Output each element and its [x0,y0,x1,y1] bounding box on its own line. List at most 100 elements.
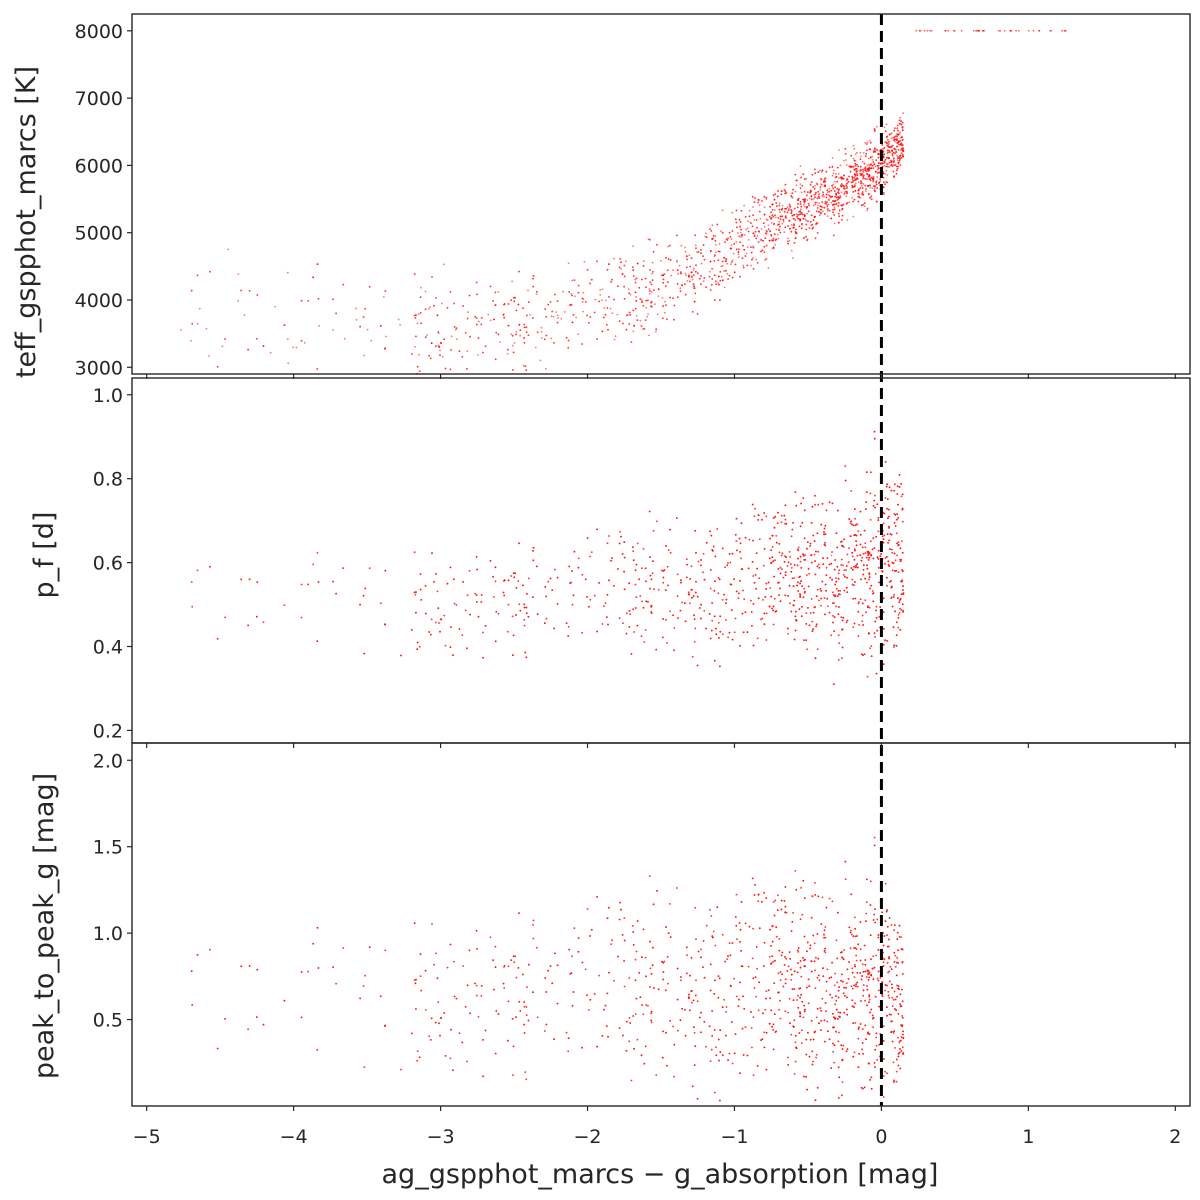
scatter-point [359,603,361,606]
scatter-point [855,171,858,173]
scatter-point [872,151,875,153]
scatter-point [632,309,635,312]
scatter-point [783,514,786,517]
scatter-point [763,512,766,514]
scatter-point [694,234,697,237]
scatter-point [891,548,893,551]
scatter-point [886,640,888,642]
scatter-point [835,192,837,195]
scatter-point [895,532,898,535]
scatter-point [633,631,635,633]
scatter-point [1032,29,1035,32]
scatter-point [635,315,638,317]
scatter-point [316,368,319,370]
scatter-point [543,338,546,341]
scatter-point [790,210,793,213]
scatter-point [800,227,803,230]
scatter-point [454,329,457,331]
scatter-point [262,345,265,347]
scatter-point [819,186,822,189]
scatter-point [837,634,840,636]
scatter-point [532,277,534,280]
scatter-point [715,244,717,246]
scatter-point [843,160,845,162]
scatter-point [872,161,875,163]
scatter-point [750,599,752,602]
scatter-point [262,621,265,624]
scatter-point [700,617,702,620]
scatter-point [695,247,697,250]
scatter-point [836,166,839,169]
scatter-point [750,264,752,267]
scatter-point [870,554,873,557]
scatter-point [466,594,469,597]
scatter-point [614,335,617,338]
scatter-point [690,565,693,568]
scatter-point [727,562,729,565]
scatter-point [837,659,840,661]
scatter-point [628,292,631,295]
scatter-point [877,519,880,521]
scatter-point [816,201,818,204]
scatter-point [863,529,866,532]
scatter-point [523,337,526,339]
scatter-point [804,205,806,208]
scatter-point [896,485,899,488]
scatter-point [698,277,701,280]
scatter-point [680,272,682,275]
scatter-point [686,258,688,261]
scatter-point [831,157,834,159]
scatter-point [869,471,872,474]
scatter-point [794,237,797,240]
scatter-point [549,301,552,303]
scatter-point [837,572,840,575]
scatter-point [893,157,895,160]
scatter-point [503,316,506,319]
scatter-point [636,262,639,265]
scatter-point [581,297,584,300]
scatter-point [897,617,900,619]
scatter-point [862,174,865,177]
scatter-point [809,183,812,186]
scatter-point [797,217,800,220]
scatter-point [833,190,836,193]
scatter-point [832,208,834,211]
scatter-point [799,165,802,168]
scatter-point [647,299,649,302]
scatter-point [698,607,701,609]
scatter-point [724,566,726,569]
scatter-point [224,338,227,340]
scatter-point [833,208,836,211]
scatter-point [603,316,605,319]
scatter-point [738,235,740,238]
scatter-point [841,628,843,631]
scatter-point [882,541,885,544]
scatter-point [835,587,838,590]
scatter-point [866,675,869,678]
scatter-point [886,576,888,579]
scatter-point [831,200,834,202]
scatter-point [845,183,848,185]
scatter-point [696,664,699,667]
scatter-point [814,203,816,206]
scatter-point [896,133,899,136]
scatter-point [735,221,738,224]
scatter-point [871,187,874,190]
scatter-point [883,627,885,630]
scatter-point [430,342,433,345]
scatter-point [737,597,740,599]
scatter-point [851,181,854,184]
scatter-point [763,251,766,254]
scatter-point [636,319,639,322]
scatter-point [815,625,817,628]
scatter-point [1061,29,1064,32]
scatter-point [568,565,571,568]
scatter-point [823,531,825,533]
scatter-point [589,282,591,285]
scatter-point [872,600,875,603]
scatter-point [1010,29,1012,32]
scatter-point [700,603,702,606]
scatter-point [882,611,885,613]
scatter-point [854,182,857,185]
scatter-point [897,156,899,158]
